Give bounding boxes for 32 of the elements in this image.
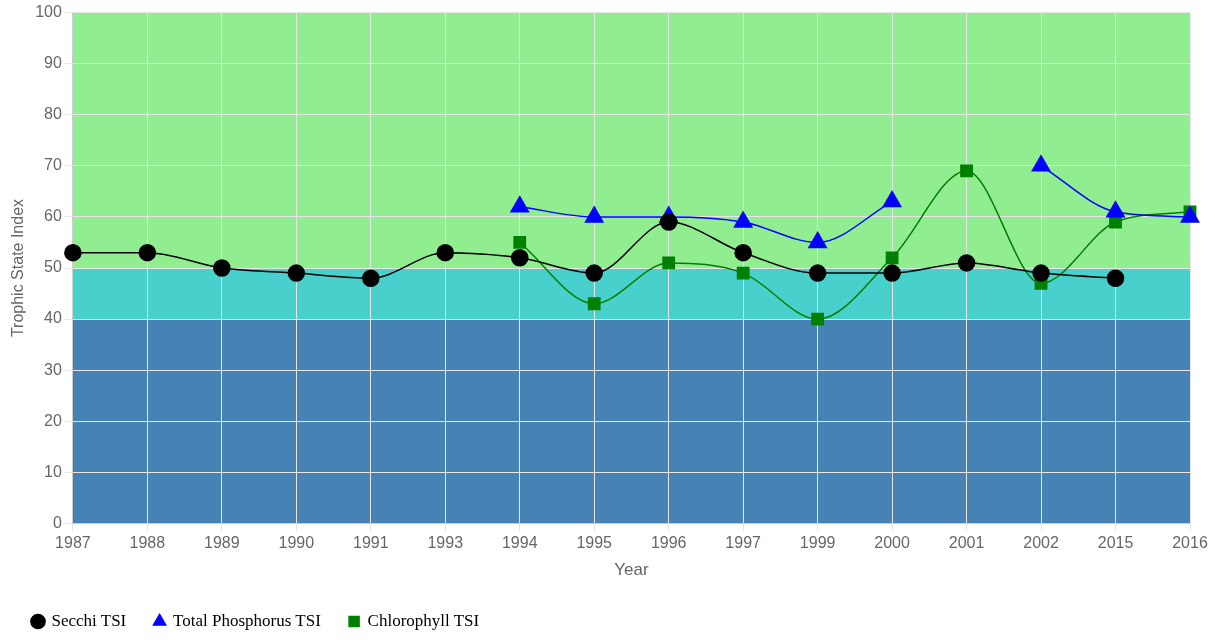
x-tick-label: 1995 [576, 534, 613, 552]
y-tick-label: 10 [44, 462, 62, 480]
x-tick-label: 1999 [799, 534, 836, 552]
y-tick-label: 70 [44, 156, 62, 174]
y-tick-label: 30 [44, 360, 62, 378]
legend-label: Chlorophyll TSI [367, 610, 480, 630]
y-tick-label: 50 [44, 258, 62, 276]
y-tick-label: 0 [52, 513, 62, 531]
x-tick-label: 1997 [725, 534, 762, 552]
x-tick-label: 2001 [948, 534, 985, 552]
x-tick-label: 2000 [874, 534, 910, 552]
y-tick-label: 90 [44, 54, 62, 72]
legend-label: Secchi TSI [51, 610, 127, 630]
x-tick-label: 2016 [1172, 534, 1208, 552]
x-tick-label: 1987 [55, 534, 91, 552]
x-tick-label: 2015 [1097, 534, 1134, 552]
x-tick-label: 1994 [501, 534, 538, 552]
y-tick-label: 20 [44, 411, 62, 429]
y-tick-label: 60 [44, 207, 62, 225]
x-tick-label: 1991 [352, 534, 389, 552]
legend-label: Total Phosphorus TSI [173, 610, 322, 630]
y-tick-label: 40 [44, 309, 62, 327]
y-tick-label: 80 [44, 105, 62, 123]
x-axis-title: Year [614, 560, 649, 580]
x-tick-label: 1989 [204, 534, 240, 552]
x-tick-label: 1990 [278, 534, 315, 552]
x-tick-label: 2002 [1023, 534, 1059, 552]
x-tick-label: 1988 [129, 534, 166, 552]
y-tick-label: 100 [35, 3, 62, 21]
y-axis-title: Trophic State Index [9, 198, 27, 338]
x-tick-label: 1993 [427, 534, 464, 552]
x-tick-label: 1996 [650, 534, 687, 552]
